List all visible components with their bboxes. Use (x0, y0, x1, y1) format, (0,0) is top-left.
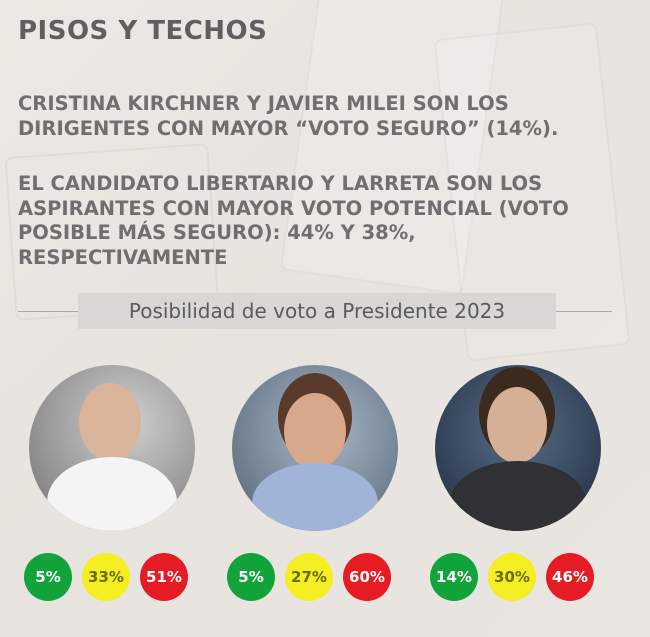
headline-voto-seguro: CRISTINA KIRCHNER Y JAVIER MILEI SON LOS… (18, 92, 559, 140)
divider-right (556, 311, 612, 312)
candidate-photo (232, 365, 398, 531)
no-votaria-badge: 51% (140, 553, 188, 601)
vote-percentages: 5% 27% 60% (215, 553, 415, 603)
voto-seguro-badge: 14% (430, 553, 478, 601)
no-votaria-badge: 46% (546, 553, 594, 601)
divider-left (18, 311, 78, 312)
voto-seguro-badge: 5% (24, 553, 72, 601)
voto-posible-badge: 33% (82, 553, 130, 601)
candidate-photo (29, 365, 195, 531)
vote-percentages: 5% 33% 51% (12, 553, 212, 603)
vote-percentages: 14% 30% 46% (418, 553, 618, 603)
headline-voto-potencial: EL CANDIDATO LIBERTARIO Y LARRETA SON LO… (18, 172, 569, 269)
voto-posible-badge: 27% (285, 553, 333, 601)
no-votaria-badge: 60% (343, 553, 391, 601)
candidate-photo (435, 365, 601, 531)
voto-posible-badge: 30% (488, 553, 536, 601)
voto-seguro-badge: 5% (227, 553, 275, 601)
page-title: PISOS Y TECHOS (18, 16, 268, 46)
section-subtitle: Posibilidad de voto a Presidente 2023 (78, 293, 556, 329)
